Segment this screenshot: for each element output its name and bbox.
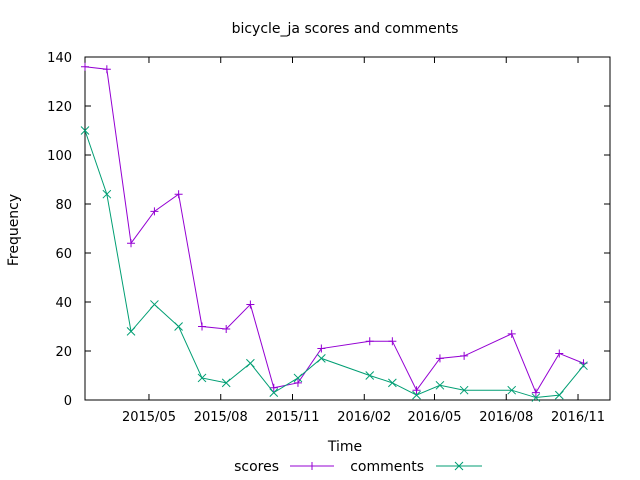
data-point-scores (81, 62, 89, 71)
data-point-scores (269, 383, 278, 392)
y-tick-label: 0 (64, 394, 72, 409)
series-line-scores (84, 66, 584, 394)
x-tick-label: 2016/11 (551, 410, 605, 425)
legend-marker-scores (308, 462, 316, 470)
data-point-comments (412, 390, 421, 400)
data-point-comments (435, 380, 445, 390)
x-tick-label: 2016/02 (337, 410, 391, 425)
data-point-scores (150, 207, 159, 216)
data-point-comments (80, 126, 90, 135)
data-point-scores (388, 337, 397, 346)
data-point-comments (197, 373, 207, 383)
data-point-comments (459, 385, 469, 395)
data-point-comments (531, 393, 541, 402)
data-point-comments (293, 373, 303, 383)
data-point-scores (531, 388, 540, 397)
data-point-comments (388, 378, 397, 388)
x-tick-label: 2015/11 (265, 410, 319, 425)
legend-label-comments: comments (350, 459, 424, 475)
y-tick-label: 60 (55, 247, 72, 262)
y-tick-label: 140 (47, 51, 72, 66)
data-point-scores (222, 324, 231, 333)
y-axis-label: Frequency (6, 194, 22, 266)
data-point-comments (126, 327, 136, 336)
data-point-scores (555, 349, 564, 358)
data-point-scores (198, 322, 207, 331)
data-point-scores (174, 190, 183, 199)
series-comments (80, 126, 588, 402)
legend-label-scores: scores (234, 459, 279, 475)
plot-border (84, 56, 611, 401)
y-tick-label: 40 (55, 296, 72, 311)
series-scores (81, 62, 588, 397)
data-point-scores (365, 337, 374, 346)
y-tick-label: 100 (47, 149, 72, 164)
y-tick-label: 120 (47, 100, 72, 115)
data-point-comments (150, 300, 159, 309)
data-point-comments (221, 378, 231, 388)
x-axis-label: Time (327, 439, 362, 455)
data-point-comments (365, 371, 375, 380)
series-line-comments (84, 130, 584, 399)
data-point-scores (127, 239, 136, 248)
data-point-scores (435, 354, 444, 363)
data-point-scores (507, 329, 516, 338)
data-point-comments (269, 388, 279, 398)
y-tick-label: 20 (55, 345, 72, 360)
data-point-comments (507, 385, 517, 395)
data-point-scores (102, 65, 111, 74)
data-point-scores (317, 344, 326, 353)
data-point-scores (412, 386, 421, 395)
x-tick-label: 2015/08 (194, 410, 248, 425)
data-point-scores (460, 351, 469, 360)
x-tick-label: 2015/05 (122, 410, 176, 425)
chart-title: bicycle_ja scores and comments (232, 21, 459, 37)
legend: scores comments (234, 459, 482, 475)
series-layer (80, 62, 588, 402)
data-point-comments (102, 189, 112, 199)
data-point-comments (317, 353, 326, 363)
x-tick-label: 2016/05 (407, 410, 461, 425)
data-point-comments (579, 361, 588, 371)
legend-marker-comments (454, 461, 464, 471)
data-point-scores (293, 378, 302, 387)
data-point-comments (554, 390, 564, 400)
data-point-scores (246, 300, 255, 309)
y-tick-label: 80 (55, 198, 72, 213)
x-tick-label: 2016/08 (479, 410, 533, 425)
data-point-comments (246, 358, 255, 368)
data-point-comments (174, 322, 183, 331)
axes: 0 20 40 60 80 100 120 140 2015/05 2015/08 2015/11 2… (47, 51, 611, 425)
